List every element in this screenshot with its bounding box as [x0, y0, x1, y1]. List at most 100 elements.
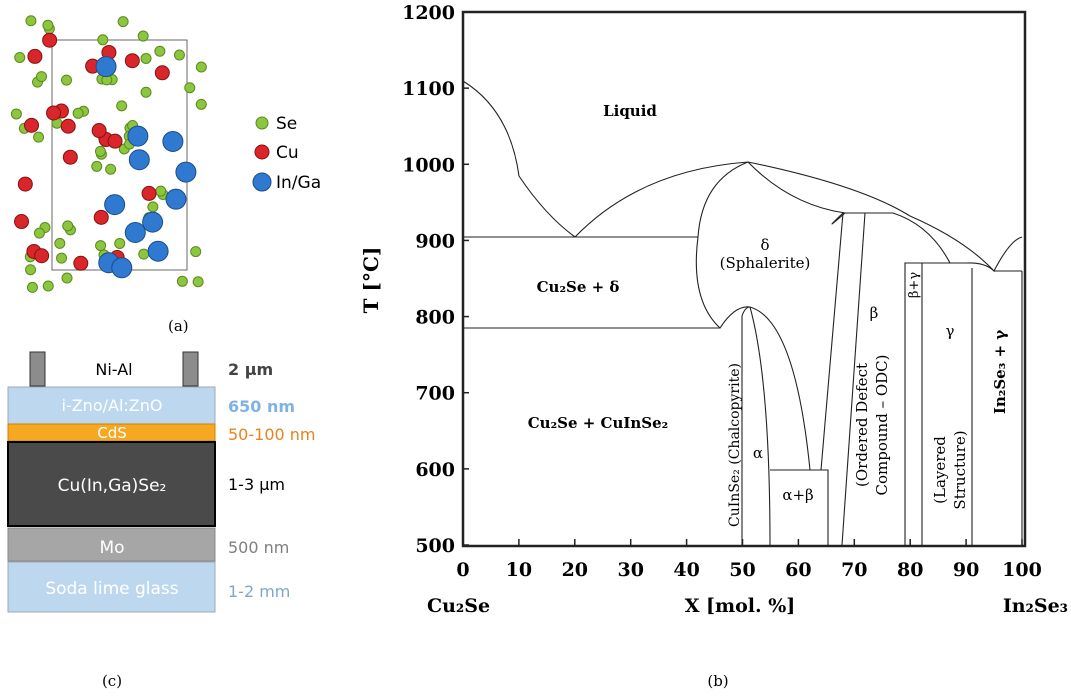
atom	[43, 281, 53, 291]
liquidus	[463, 81, 575, 237]
y-tick-label: 1000	[402, 154, 455, 176]
thickness-label: 50-100 nm	[228, 425, 315, 444]
contact	[30, 352, 45, 386]
atom	[174, 50, 184, 60]
atom	[106, 164, 116, 174]
atom	[112, 258, 132, 278]
legend-label: Se	[276, 114, 297, 134]
region-label: Structure)	[951, 430, 969, 509]
layer-name: Cu(In,Ga)Se₂	[58, 476, 167, 496]
atom	[26, 16, 36, 26]
y-tick-label: 500	[415, 535, 455, 557]
atom	[35, 249, 49, 263]
boundary	[748, 162, 845, 213]
layer-name: CdS	[97, 424, 127, 442]
atom	[28, 49, 42, 63]
region-label: Liquid	[603, 102, 657, 120]
legend-marker	[253, 173, 271, 191]
atom	[117, 101, 127, 111]
region-label: Cu₂Se + δ	[537, 278, 620, 296]
atom	[47, 106, 61, 120]
atom	[37, 72, 47, 82]
region-label: Compound – ODC)	[873, 355, 891, 496]
atom	[139, 249, 149, 259]
atom	[94, 210, 108, 224]
atom	[138, 31, 148, 41]
atom	[115, 238, 125, 248]
legend-marker	[255, 145, 269, 159]
x-tick-label: 10	[506, 559, 532, 581]
x-tick-label: 80	[897, 559, 923, 581]
contact-label: Ni-Al	[95, 360, 132, 379]
atom	[155, 66, 169, 80]
thickness-label: 2 µm	[228, 360, 273, 379]
x-tick-label: 0	[456, 559, 469, 581]
atom	[156, 186, 166, 196]
figure: Se Cu In/Ga (a) Ni-Al 2 µm i-Zno/Al:ZnO …	[0, 0, 1071, 696]
atom	[57, 253, 67, 263]
atom	[98, 35, 108, 45]
atom	[148, 202, 158, 212]
layer-name: Soda lime glass	[45, 579, 178, 599]
atom	[34, 132, 44, 142]
atom	[196, 62, 206, 72]
atom	[61, 119, 75, 133]
atom	[177, 276, 187, 286]
region-label: γ	[946, 322, 955, 340]
region-label: α	[753, 444, 763, 462]
atom	[15, 215, 29, 229]
boundary	[696, 237, 750, 328]
legend-label: In/Ga	[276, 173, 321, 193]
legend-label: Cu	[276, 143, 299, 163]
atom	[63, 221, 73, 231]
panel-label: (a)	[168, 317, 189, 335]
boundary	[750, 307, 770, 545]
region-label: In₂Se₃ + γ	[991, 330, 1009, 414]
atom	[61, 75, 71, 85]
liquidus	[575, 162, 748, 237]
region-label: CuInSe₂ (Chalcopyrite)	[727, 363, 743, 527]
atom	[141, 53, 151, 63]
atom	[108, 134, 122, 148]
atom	[155, 46, 165, 56]
y-tick-label: 700	[415, 383, 455, 405]
atom	[43, 20, 53, 30]
x-axis-label: X [mol. %]	[685, 595, 796, 617]
atom	[27, 282, 37, 292]
atom	[142, 186, 156, 200]
atom	[15, 52, 25, 62]
atom	[96, 241, 106, 251]
legend-marker	[256, 117, 268, 129]
atom	[148, 241, 168, 261]
atom	[105, 195, 125, 215]
atom	[74, 256, 88, 270]
y-tick-label: 1200	[402, 2, 455, 24]
y-tick-label: 1100	[402, 78, 455, 100]
boundary	[821, 213, 843, 470]
atom	[191, 247, 201, 257]
atom	[25, 118, 39, 132]
x-tick-label: 90	[953, 559, 979, 581]
region-label: (Ordered Defect	[853, 363, 871, 487]
atom	[96, 57, 116, 77]
x-tick-label: 30	[617, 559, 643, 581]
atom	[43, 33, 57, 47]
y-tick-label: 900	[415, 230, 455, 252]
atom	[129, 150, 149, 170]
region-label: β+γ	[907, 272, 922, 298]
atom	[118, 17, 128, 27]
panel-label: (b)	[707, 672, 728, 690]
boundary	[742, 307, 750, 545]
region-label: α+β	[782, 486, 813, 504]
atom	[11, 109, 21, 119]
layer-name: Mo	[99, 538, 124, 558]
region-label: (Sphalerite)	[720, 254, 811, 272]
x-tick-label: 20	[562, 559, 588, 581]
x-tick-label: 100	[1002, 559, 1042, 581]
composition-end: In₂Se₃	[1003, 595, 1068, 617]
thickness-label: 500 nm	[228, 538, 289, 557]
boundary	[770, 470, 828, 545]
x-tick-label: 60	[785, 559, 811, 581]
region-label: β	[870, 304, 879, 322]
x-tick-label: 40	[673, 559, 699, 581]
